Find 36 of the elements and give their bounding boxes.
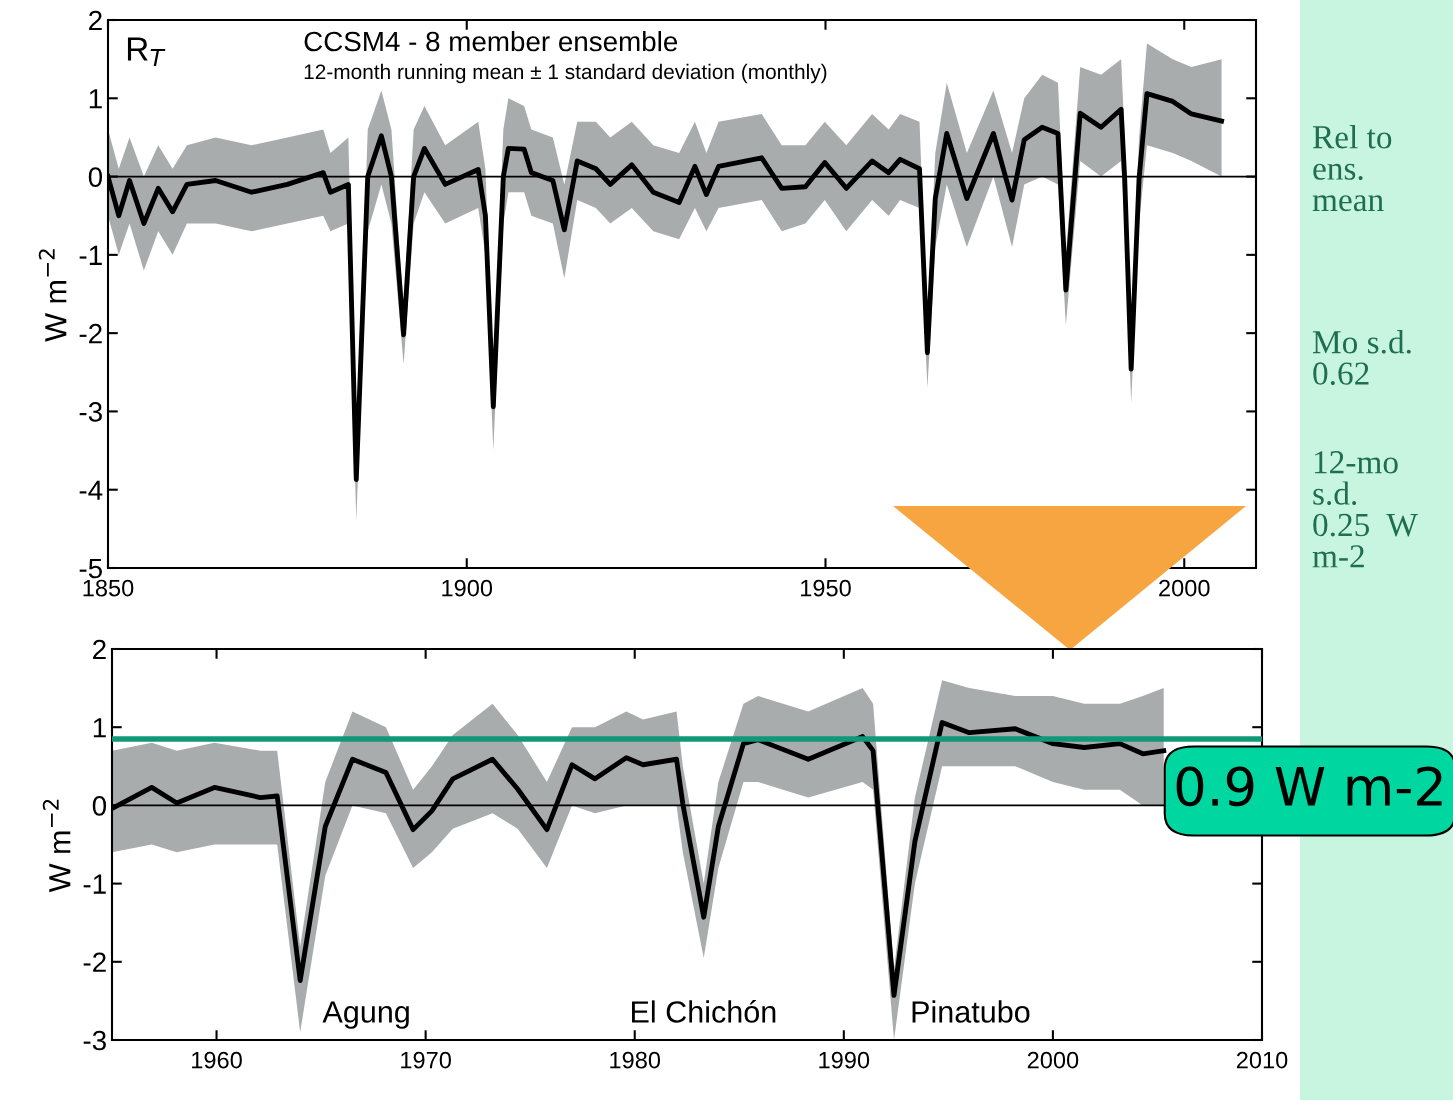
annotation: R$_{T}$ — [127, 37, 166, 66]
x-tick-label: 1970 — [401, 1051, 451, 1069]
annotation: El Chichón — [632, 999, 776, 1023]
x-tick-label: 1990 — [819, 1051, 870, 1069]
text: Mo s.d. 0.62 — [1312, 330, 1411, 385]
text: Rel to ens. mean — [1312, 125, 1392, 212]
y-tick-label: -1 — [83, 874, 106, 894]
y-tick-label: -2 — [79, 323, 102, 344]
y-tick-label: 2 — [93, 639, 106, 660]
y-tick-label: -3 — [79, 402, 102, 422]
annotation: Agung — [322, 1001, 409, 1029]
x-tick-label: 1960 — [192, 1051, 242, 1069]
y-axis-title: W m$^{−2}$ — [42, 799, 71, 893]
y-tick-label: -1 — [79, 245, 102, 265]
x-tick-label: 2000 — [1027, 1051, 1079, 1069]
x-tick-label: 1950 — [801, 579, 851, 597]
y-tick-label: 0 — [92, 796, 107, 816]
x-tick-label: 1900 — [442, 579, 493, 597]
y-tick-label: 1 — [89, 89, 102, 109]
annotation: Pinatubo — [912, 1000, 1030, 1023]
text: 12-mo s.d. 0.25 W m-2 — [1312, 451, 1418, 568]
x-tick-label: 2000 — [1159, 579, 1210, 597]
y-tick-label: 2 — [89, 10, 102, 31]
y-tick-label: 0 — [88, 167, 103, 187]
y-tick-label: -5 — [79, 558, 102, 579]
ref-line-label: 0.9 W m-2 — [1176, 766, 1442, 807]
y-axis-title: W m$^{−2}$ — [38, 249, 67, 342]
x-tick-label: 1980 — [610, 1051, 661, 1069]
y-tick-label: -4 — [79, 480, 103, 500]
y-tick-label: 1 — [93, 718, 106, 738]
y-tick-label: -2 — [83, 952, 106, 972]
text: 12-month running mean ± 1 standard deviation (monthly) — [304, 63, 827, 84]
y-tick-label: -3 — [83, 1030, 106, 1051]
chart-title: CCSM4 - 8 member ensemble — [304, 30, 678, 52]
x-tick-label: 1850 — [83, 579, 134, 597]
x-tick-label: 2010 — [1236, 1051, 1288, 1069]
